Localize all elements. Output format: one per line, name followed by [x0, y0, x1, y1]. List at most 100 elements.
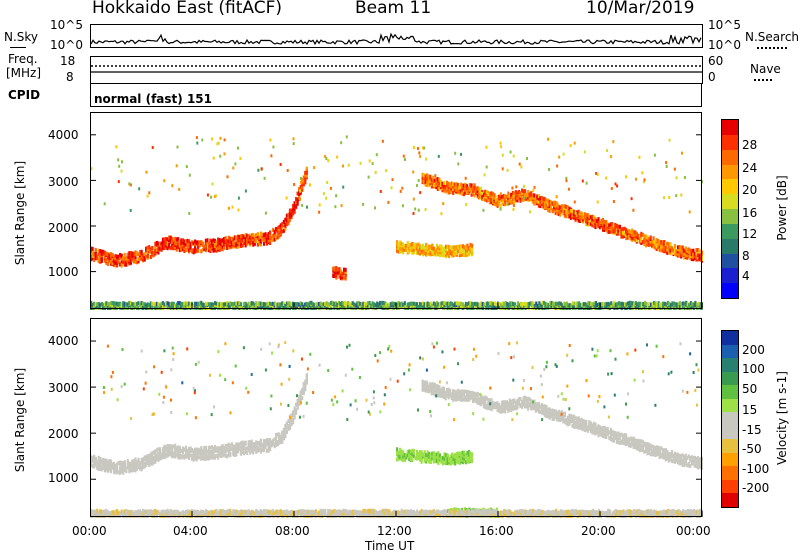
data-cell — [693, 254, 696, 259]
data-cell — [644, 236, 648, 241]
data-cell — [336, 155, 339, 159]
data-cell — [270, 440, 273, 445]
data-cell — [345, 135, 348, 139]
data-cell — [295, 410, 298, 415]
data-cell — [680, 245, 683, 250]
data-cell — [275, 303, 278, 307]
data-cell — [435, 181, 438, 186]
data-cell — [175, 241, 178, 246]
data-cell — [637, 303, 640, 308]
data-cell — [595, 222, 599, 227]
data-cell — [513, 404, 516, 409]
data-cell — [610, 155, 613, 159]
data-cell — [383, 301, 386, 306]
data-cell — [528, 397, 531, 402]
data-cell — [425, 242, 428, 247]
data-cell — [285, 423, 288, 428]
data-cell — [261, 232, 264, 237]
data-cell — [655, 247, 658, 251]
data-cell — [174, 304, 177, 309]
data-cell — [628, 232, 631, 237]
data-cell — [460, 244, 463, 249]
data-cell — [557, 415, 560, 420]
data-cell — [409, 301, 412, 306]
data-cell — [449, 301, 452, 306]
data-cell — [324, 301, 327, 306]
data-cell — [602, 305, 605, 309]
data-cell — [189, 453, 192, 458]
data-cell — [168, 301, 171, 306]
data-cell — [105, 304, 108, 309]
data-cell — [93, 462, 96, 467]
data-cell — [429, 179, 432, 184]
data-cell — [140, 457, 143, 462]
data-cell — [201, 302, 204, 307]
data-cell — [519, 302, 523, 307]
data-cell — [146, 245, 149, 250]
data-cell — [209, 302, 212, 307]
data-cell — [436, 177, 439, 182]
data-cell — [293, 409, 296, 414]
data-cell — [568, 303, 572, 308]
data-cell — [290, 420, 293, 425]
data-cell — [165, 447, 168, 452]
data-cell — [513, 302, 516, 307]
data-cell — [602, 224, 605, 228]
data-cell — [562, 208, 565, 213]
data-cell — [209, 238, 212, 243]
data-cell — [122, 461, 125, 466]
data-cell — [149, 452, 152, 457]
data-cell — [630, 197, 633, 201]
data-cell — [399, 249, 402, 254]
data-cell — [264, 211, 267, 215]
data-cell — [118, 164, 121, 168]
data-cell — [499, 195, 502, 200]
data-cell — [470, 189, 473, 194]
data-cell — [278, 437, 281, 442]
data-cell — [411, 246, 414, 251]
data-cell — [556, 411, 559, 416]
data-cell — [545, 414, 548, 419]
data-cell — [184, 448, 188, 453]
data-cell — [192, 248, 195, 253]
data-cell — [163, 179, 166, 183]
data-cell — [93, 251, 96, 256]
data-cell — [186, 453, 189, 458]
data-cell — [286, 169, 289, 172]
data-cell — [292, 211, 295, 216]
data-cell — [608, 229, 611, 234]
data-cell — [373, 302, 376, 307]
data-cell — [626, 235, 629, 240]
data-cell — [660, 245, 663, 250]
data-cell — [123, 256, 126, 261]
data-cell — [435, 390, 438, 395]
data-cell — [207, 445, 210, 450]
data-cell — [148, 458, 151, 463]
data-cell — [247, 234, 250, 239]
data-cell — [125, 466, 128, 471]
data-cell — [583, 212, 586, 217]
data-cell — [174, 445, 177, 450]
data-cell — [203, 456, 206, 461]
data-cell — [272, 145, 275, 149]
data-cell — [420, 302, 423, 307]
data-cell — [209, 450, 212, 454]
data-cell — [194, 447, 197, 452]
data-cell — [618, 231, 622, 236]
freq-panel — [90, 56, 703, 84]
data-cell — [155, 301, 158, 306]
data-cell — [114, 256, 117, 261]
data-cell — [250, 443, 253, 447]
data-cell — [171, 239, 174, 244]
data-cell — [507, 401, 510, 406]
data-cell — [465, 390, 469, 395]
data-cell — [573, 209, 576, 214]
data-cell — [683, 255, 686, 260]
noise-search-legend-line — [757, 47, 787, 49]
data-cell — [203, 450, 206, 455]
data-cell — [460, 301, 463, 306]
data-cell — [139, 305, 142, 310]
data-cell — [433, 392, 436, 397]
data-cell — [151, 461, 154, 466]
data-cell — [621, 227, 625, 232]
